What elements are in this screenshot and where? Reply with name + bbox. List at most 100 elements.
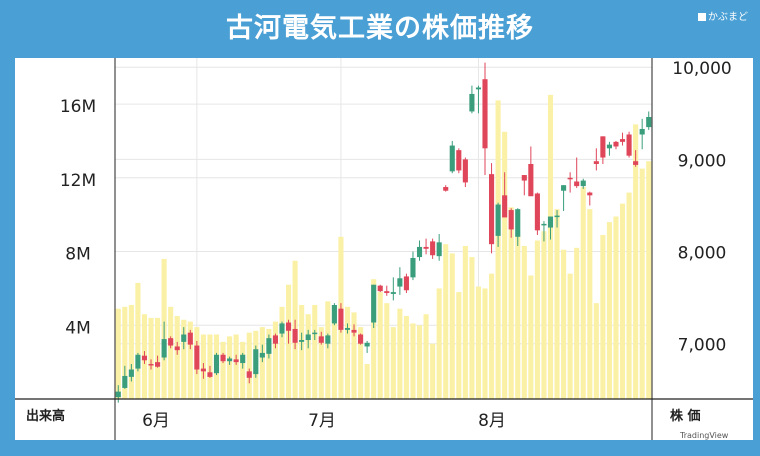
candle-body bbox=[541, 223, 547, 226]
candle-body bbox=[194, 345, 200, 370]
volume-bar bbox=[115, 308, 121, 399]
volume-bar bbox=[397, 308, 403, 399]
volume-bar bbox=[344, 306, 351, 399]
tradingview-watermark: TradingView bbox=[680, 431, 729, 440]
candle-body bbox=[462, 159, 468, 183]
candle-body bbox=[338, 308, 344, 330]
volume-bar bbox=[495, 100, 501, 399]
candle-body bbox=[207, 372, 213, 377]
volume-bar bbox=[547, 94, 554, 399]
candle-body bbox=[534, 193, 540, 231]
brand-icon bbox=[698, 13, 706, 21]
candle-body bbox=[416, 246, 423, 258]
candle-body bbox=[358, 334, 364, 344]
volume-bar bbox=[364, 363, 370, 399]
volume-bar bbox=[148, 317, 154, 399]
candle-body bbox=[508, 210, 514, 230]
candle-body bbox=[187, 332, 193, 345]
candle-body bbox=[423, 246, 429, 249]
candle-body bbox=[430, 241, 436, 256]
volume-bar bbox=[358, 327, 364, 399]
candle-body bbox=[528, 163, 534, 197]
volume-bar bbox=[561, 249, 567, 399]
candle-body bbox=[436, 242, 442, 257]
volume-bar bbox=[469, 257, 475, 399]
volume-bar bbox=[580, 187, 586, 399]
candle-body bbox=[371, 284, 377, 323]
candle-body bbox=[253, 349, 259, 375]
volume-bar bbox=[619, 203, 626, 399]
candle-body bbox=[377, 285, 383, 292]
volume-bar bbox=[482, 288, 488, 399]
candle-body bbox=[633, 161, 639, 165]
volume-bar bbox=[259, 327, 265, 399]
volume-bar bbox=[541, 231, 547, 399]
month-label: 8月 bbox=[478, 411, 506, 431]
candle-body bbox=[574, 181, 580, 187]
volume-bar bbox=[325, 301, 331, 399]
price-tick-label: 8,000 bbox=[678, 244, 727, 264]
volume-bar bbox=[246, 332, 252, 399]
candle-body bbox=[200, 368, 206, 372]
volume-bar bbox=[220, 341, 226, 399]
candle-body bbox=[299, 340, 305, 342]
volume-bar bbox=[626, 192, 632, 399]
candle-body bbox=[469, 93, 475, 112]
candle-body bbox=[410, 257, 416, 278]
candle-body bbox=[122, 375, 128, 388]
volume-bar bbox=[403, 316, 409, 399]
volume-bar bbox=[436, 288, 442, 399]
candle-body bbox=[318, 336, 324, 343]
volume-tick-label: 4M bbox=[65, 318, 90, 338]
candle-body bbox=[285, 322, 292, 331]
candle-body bbox=[364, 342, 370, 347]
candle-body bbox=[456, 150, 462, 171]
volume-bar bbox=[233, 334, 239, 399]
volume-bar bbox=[240, 341, 246, 399]
candle-body bbox=[266, 338, 272, 354]
candle-body bbox=[521, 175, 527, 181]
candle-body bbox=[233, 359, 239, 363]
candle-body bbox=[279, 323, 285, 334]
volume-bar bbox=[390, 327, 396, 399]
volume-axis-title: 出来高 bbox=[26, 408, 65, 424]
volume-bar bbox=[122, 306, 128, 399]
volume-bar bbox=[174, 316, 180, 399]
candle-body bbox=[227, 358, 233, 362]
volume-bar bbox=[410, 323, 416, 399]
candle-body bbox=[449, 145, 455, 172]
axes bbox=[15, 58, 753, 440]
volume-bar bbox=[128, 304, 134, 399]
candle-body bbox=[305, 334, 311, 341]
volume-bar bbox=[554, 209, 560, 399]
candle-body bbox=[495, 204, 501, 236]
month-label: 7月 bbox=[308, 411, 336, 431]
candle-body bbox=[240, 354, 246, 364]
candle-body bbox=[606, 144, 612, 149]
volume-bar bbox=[423, 314, 429, 399]
price-tick-label: 7,000 bbox=[678, 336, 727, 356]
candle-body bbox=[246, 371, 252, 378]
candle-body bbox=[561, 185, 567, 191]
price-tick-label: 10,000 bbox=[672, 59, 731, 79]
price-axis-title: 株 価 bbox=[670, 408, 701, 424]
volume-bar bbox=[351, 312, 357, 399]
candle-body bbox=[613, 141, 619, 147]
candle-body bbox=[148, 363, 154, 366]
candle-body bbox=[639, 128, 645, 135]
candle-body bbox=[390, 292, 396, 294]
volume-bar bbox=[606, 222, 612, 399]
candle-body bbox=[155, 362, 161, 367]
candle-body bbox=[554, 215, 560, 218]
brand-logo: かぶまど bbox=[698, 8, 748, 23]
volume-bar bbox=[600, 234, 606, 399]
candle-body bbox=[580, 180, 586, 187]
candle-body bbox=[312, 332, 318, 335]
candle-body bbox=[384, 291, 390, 294]
volume-bar bbox=[181, 319, 187, 399]
volume-bar bbox=[462, 246, 468, 399]
price-tick-label: 9,000 bbox=[678, 151, 727, 171]
candle-body bbox=[344, 328, 351, 330]
candle-body bbox=[403, 276, 409, 291]
volume-bar bbox=[135, 282, 141, 399]
